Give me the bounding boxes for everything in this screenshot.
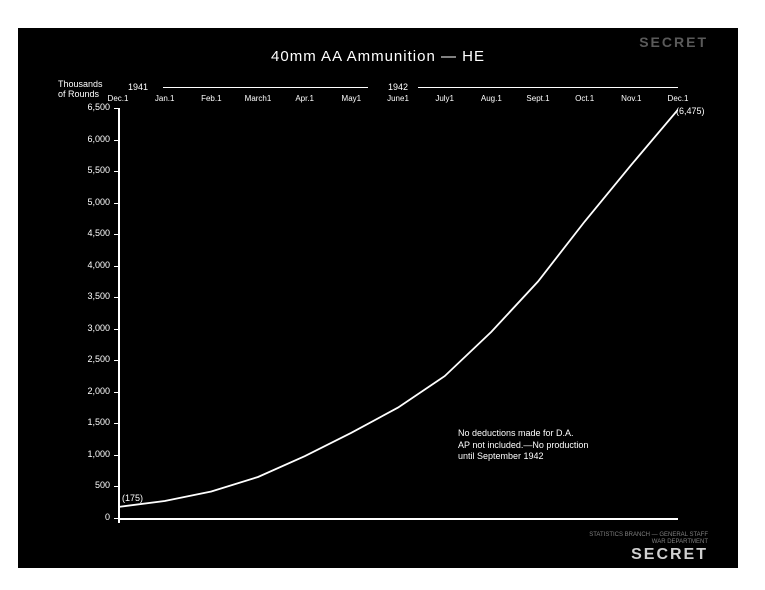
y-tick-label: 6,500 [70, 102, 110, 112]
y-tick-label: 500 [70, 480, 110, 490]
y-tick-label: 2,000 [70, 386, 110, 396]
attribution: STATISTICS BRANCH — GENERAL STAFF WAR DE… [589, 532, 708, 546]
y-tick-label: 0 [70, 512, 110, 522]
y-tick-label: 1,500 [70, 417, 110, 427]
start-point-label: (175) [122, 493, 143, 503]
x-tick-label: Feb.1 [201, 94, 221, 103]
chart-title: 40mm AA Ammunition — HE [18, 48, 738, 65]
note-line2: AP not included.—No production [458, 440, 588, 452]
attribution-line1: STATISTICS BRANCH — GENERAL STAFF [589, 532, 708, 539]
x-tick-label: Aug.1 [481, 94, 502, 103]
y-tick-label: 1,000 [70, 449, 110, 459]
year-1942-line-right [418, 87, 678, 88]
x-tick-label: March1 [245, 94, 272, 103]
y-tick-label: 3,500 [70, 291, 110, 301]
chart-panel: SECRET 40mm AA Ammunition — HE Thousands… [18, 28, 738, 568]
y-tick-label: 3,000 [70, 323, 110, 333]
x-tick-label: May1 [342, 94, 362, 103]
y-tick-label: 4,000 [70, 260, 110, 270]
x-axis-line [118, 518, 678, 520]
line-plot [118, 108, 678, 518]
y-tick-label: 6,000 [70, 134, 110, 144]
attribution-line2: WAR DEPARTMENT [589, 539, 708, 546]
y-tick-label: 4,500 [70, 228, 110, 238]
note-line1: No deductions made for D.A. [458, 428, 588, 440]
x-tick-label: Nov.1 [621, 94, 641, 103]
x-tick-label: Jan.1 [155, 94, 175, 103]
x-tick-label: Sept.1 [526, 94, 549, 103]
year-1941-label: 1941 [128, 82, 148, 92]
x-tick-label: Oct.1 [575, 94, 594, 103]
page: SECRET 40mm AA Ammunition — HE Thousands… [0, 0, 765, 590]
x-tick-label: Dec.1 [668, 94, 689, 103]
series-line [118, 110, 678, 507]
note-line3: until September 1942 [458, 451, 588, 463]
y-axis-label: Thousands of Rounds [58, 80, 103, 100]
end-point-label: (6,475) [676, 106, 705, 116]
x-tick-label: Apr.1 [295, 94, 314, 103]
year-1942-line-left [163, 87, 368, 88]
year-1942-label: 1942 [388, 82, 408, 92]
y-tick-label: 5,000 [70, 197, 110, 207]
classification-bottom: SECRET [631, 546, 708, 564]
y-tick-label: 5,500 [70, 165, 110, 175]
y-axis-label-line2: of Rounds [58, 90, 103, 100]
chart-note: No deductions made for D.A. AP not inclu… [458, 428, 588, 463]
x-tick-label: July1 [435, 94, 454, 103]
y-tick-label: 2,500 [70, 354, 110, 364]
x-tick-label: Dec.1 [108, 94, 129, 103]
x-tick-label: June1 [387, 94, 409, 103]
